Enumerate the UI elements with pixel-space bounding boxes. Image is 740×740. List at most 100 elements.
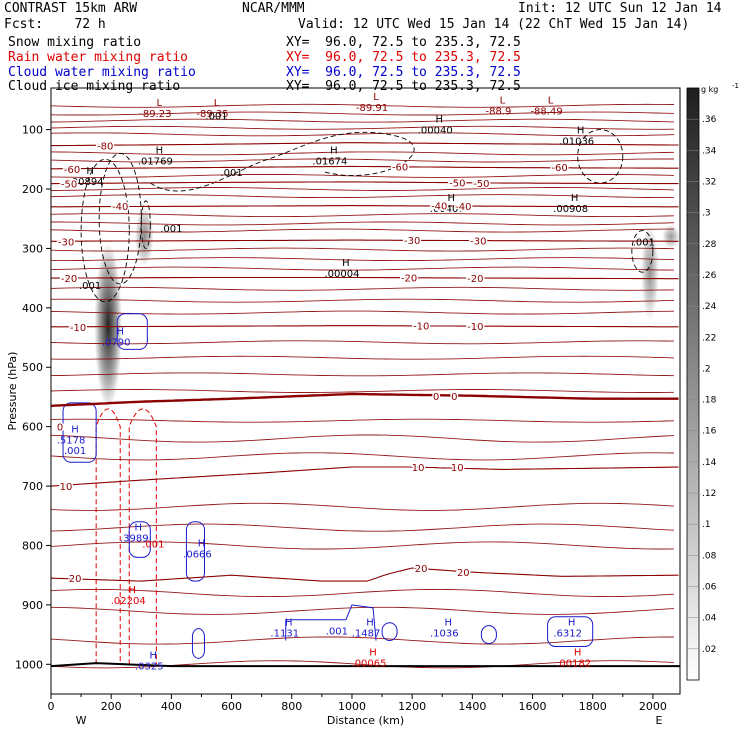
snow-shade-0 <box>94 242 122 409</box>
isotherm-label-10-2: 10 <box>451 463 464 474</box>
isotherm-label-20-2: 20 <box>457 568 470 579</box>
theta-line-13 <box>51 247 675 252</box>
contour-label-3: .001 <box>79 281 101 292</box>
x-tick-label-1: 200 <box>101 700 122 713</box>
extremum-l-mark-1: L <box>214 98 220 109</box>
extremum-h-mark-7: H <box>156 145 164 156</box>
contour-label-5: .001 <box>64 446 86 457</box>
colorbar-label-10: .22 <box>702 333 716 343</box>
field-xy-rain: XY= 96.0, 72.5 to 235.3, 72.5 <box>286 50 521 65</box>
isotherm-label-0-2: 0 <box>451 392 457 403</box>
colorbar-label-8: .18 <box>702 396 717 406</box>
contour-label-6: .001 <box>142 539 164 550</box>
init-time: Init: 12 UTC Sun 12 Jan 14 <box>518 1 722 16</box>
extremum-h-mark-19: H <box>444 618 452 629</box>
cloud-ice-contour-3 <box>577 129 624 184</box>
theta-line-11 <box>51 221 675 226</box>
x-tick-label-0: 0 <box>48 700 55 713</box>
x-tick-label-5: 1000 <box>338 700 366 713</box>
theta-line-4 <box>51 132 675 137</box>
cloud-water-contour-3 <box>185 521 205 582</box>
theta-line-9 <box>51 194 674 199</box>
field-xy-snow: XY= 96.0, 72.5 to 235.3, 72.5 <box>286 35 521 50</box>
colorbar-label-14: .3 <box>702 209 711 219</box>
extremum-value-0: -89.23 <box>139 109 171 120</box>
theta-line-8 <box>51 187 675 191</box>
colorbar-label-7: .16 <box>702 427 717 437</box>
cloud-ice-contour-2 <box>140 200 151 249</box>
extremum-value-3: -88.9 <box>485 106 511 117</box>
contour-label-1: .001 <box>220 168 242 179</box>
isotherm-label--80-0: -80 <box>97 142 113 153</box>
cloud-ice-contour-1 <box>98 152 142 285</box>
colorbar-label-13: .28 <box>702 240 717 250</box>
isotherm-label--20-1: -20 <box>401 274 417 285</box>
x-axis-title: Distance (km) <box>327 714 404 727</box>
extremum-l-mark-3: L <box>500 95 506 106</box>
isotherm-label--50-0: -50 <box>61 180 77 191</box>
y-tick-label-5: 600 <box>22 421 43 434</box>
y-tick-label-3: 400 <box>22 302 43 315</box>
extremum-value-11: .00908 <box>553 204 588 215</box>
colorbar-label-4: .1 <box>702 520 711 530</box>
isotherm-10 <box>51 466 679 487</box>
extremum-value-21: .0325 <box>135 661 164 672</box>
extremum-l-mark-4: L <box>548 95 554 106</box>
x-tick-label-3: 600 <box>221 700 242 713</box>
rain-contour-1 <box>128 408 157 665</box>
theta-line-30 <box>51 606 675 615</box>
extremum-h-mark-13: H <box>116 327 124 338</box>
extremum-h-mark-6: H <box>577 126 585 137</box>
theta-line-1 <box>51 111 675 116</box>
extremum-h-mark-9: H <box>86 166 94 177</box>
extremum-h-mark-23: H <box>369 647 377 658</box>
isotherm-label--40-0: -40 <box>112 202 128 213</box>
colorbar-units-exponent: -1 <box>732 82 739 90</box>
theta-line-3 <box>51 125 675 130</box>
colorbar-label-0: .02 <box>702 645 716 655</box>
isotherm--60 <box>51 165 679 170</box>
extremum-value-6: .01036 <box>559 137 594 148</box>
extremum-h-mark-11: H <box>571 193 579 204</box>
isotherm-label--60-1: -60 <box>392 162 408 173</box>
theta-line-32 <box>51 660 675 669</box>
theta-line-20 <box>51 355 675 360</box>
field-name-cloud-ice: Cloud ice mixing ratio <box>8 79 181 94</box>
extremum-value-16: .0666 <box>183 550 212 561</box>
isotherm-label--60-0: -60 <box>64 165 80 176</box>
y-axis-title: Pressure (hPa) <box>6 352 19 431</box>
isotherm--30 <box>51 239 679 242</box>
y-tick-label-9: 1000 <box>15 658 43 671</box>
theta-line-19 <box>51 340 675 345</box>
forecast-hour: Fcst: 72 h <box>4 17 106 32</box>
colorbar-label-6: .14 <box>702 458 717 468</box>
theta-line-22 <box>51 389 675 393</box>
cloud-water-contour-0 <box>62 402 97 463</box>
contour-label-4: .001 <box>633 237 655 248</box>
cloud-ice-contour-4 <box>631 230 654 273</box>
extremum-h-mark-14: H <box>71 425 79 436</box>
extremum-value-15: .3989 <box>120 534 149 545</box>
extremum-value-12: .00004 <box>324 269 359 280</box>
theta-line-27 <box>51 523 675 532</box>
colorbar <box>686 87 700 681</box>
field-xy-cloud-ice: XY= 96.0, 72.5 to 235.3, 72.5 <box>286 79 521 94</box>
contour-label-2: .001 <box>160 224 182 235</box>
y-tick-label-6: 700 <box>22 480 43 493</box>
colorbar-label-9: .2 <box>702 364 711 374</box>
isotherm-label-20-1: 20 <box>415 564 428 575</box>
isotherm-label-0-1: 0 <box>433 392 439 403</box>
isotherm--20 <box>51 276 679 280</box>
west-label: W <box>76 714 87 727</box>
x-tick-label-6: 1200 <box>398 700 426 713</box>
colorbar-label-2: .06 <box>702 583 717 593</box>
extremum-value-4: -88.49 <box>530 106 562 117</box>
extremum-value-22: .02204 <box>111 596 146 607</box>
extremum-value-14: .5178 <box>57 436 86 447</box>
theta-line-6 <box>51 158 674 163</box>
extremum-value-2: -89.91 <box>356 103 388 114</box>
theta-line-23 <box>51 418 675 423</box>
isotherm-0 <box>51 392 679 408</box>
rain-contour-0 <box>95 408 121 665</box>
snow-shade-3 <box>662 224 680 249</box>
